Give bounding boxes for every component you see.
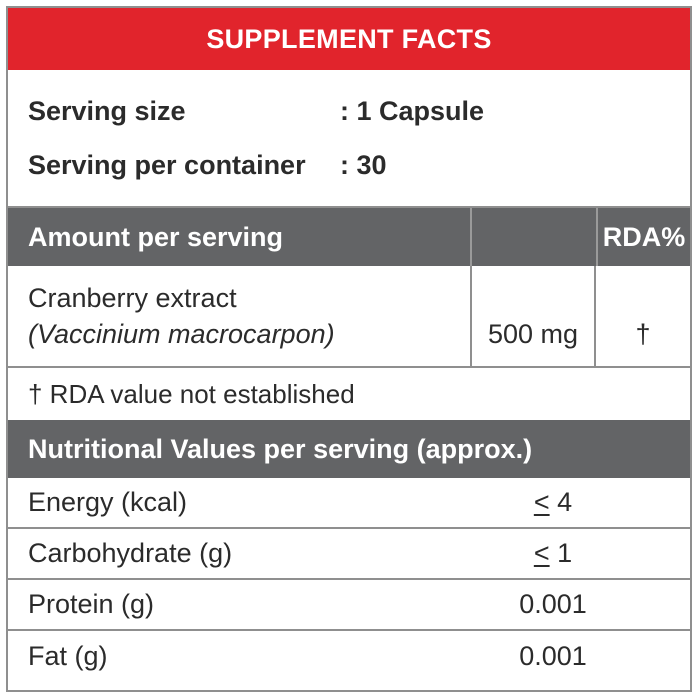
rda-header: RDA% — [602, 221, 686, 252]
ingredient-latin-name: (Vaccinium macrocarpon) — [28, 319, 335, 349]
nutrition-row: Fat (g) 0.001 — [8, 631, 690, 682]
amount-per-serving-header: Amount per serving — [8, 208, 472, 266]
nutrition-row: Energy (kcal) < 4 — [8, 478, 690, 529]
nutrition-table: Energy (kcal) < 4 Carbohydrate (g) < 1 P… — [8, 478, 690, 682]
nutrient-name: Carbohydrate (g) — [28, 538, 233, 568]
rda-footnote: † RDA value not established — [28, 378, 355, 409]
panel-title: SUPPLEMENT FACTS — [8, 8, 690, 70]
nutrient-value: < 4 — [458, 487, 648, 518]
nutrient-name: Protein (g) — [28, 589, 155, 619]
nutrition-header: Nutritional Values per serving (approx.) — [8, 420, 690, 478]
supplement-facts-panel: SUPPLEMENT FACTS Serving size : 1 Capsule… — [6, 6, 692, 692]
nutrition-row: Carbohydrate (g) < 1 — [8, 529, 690, 580]
serving-size-row: Serving size : 1 Capsule — [28, 96, 484, 127]
ingredient-name-cell: Cranberry extract (Vaccinium macrocarpon… — [8, 266, 472, 366]
less-equal-symbol: < — [533, 487, 550, 517]
less-equal-symbol: < — [533, 538, 550, 568]
amount-header-blank — [472, 208, 598, 266]
ingredient-amount: 500 mg — [472, 266, 596, 366]
amount-header-row: Amount per serving RDA% — [8, 208, 690, 266]
nutrient-amount: 4 — [557, 487, 573, 517]
servings-per-container-value: : 30 — [340, 150, 387, 180]
serving-info: Serving size : 1 Capsule Serving per cont… — [8, 70, 690, 208]
serving-size-label: Serving size — [28, 96, 186, 126]
ingredient-row: Cranberry extract (Vaccinium macrocarpon… — [8, 266, 690, 368]
servings-per-container-label: Serving per container — [28, 150, 306, 180]
nutrition-row: Protein (g) 0.001 — [8, 580, 690, 631]
nutrient-value: 0.001 — [519, 589, 587, 619]
ingredient-rda: † — [635, 319, 651, 349]
serving-size-value: : 1 Capsule — [340, 96, 485, 126]
nutrient-name: Fat (g) — [28, 641, 108, 671]
ingredient-name: Cranberry extract — [28, 283, 237, 313]
servings-per-container-row: Serving per container : 30 — [28, 150, 387, 181]
nutrient-name: Energy (kcal) — [28, 487, 188, 517]
nutrient-value: < 1 — [458, 538, 648, 569]
nutrient-value: 0.001 — [519, 641, 587, 671]
nutrient-amount: 1 — [557, 538, 573, 568]
